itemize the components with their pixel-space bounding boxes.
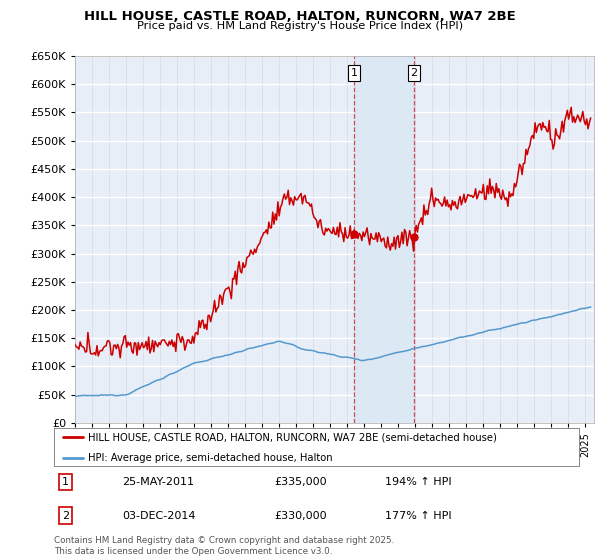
Text: 1: 1 (62, 477, 69, 487)
Text: 03-DEC-2014: 03-DEC-2014 (122, 511, 196, 521)
Text: 2: 2 (410, 68, 418, 78)
Text: 194% ↑ HPI: 194% ↑ HPI (385, 477, 451, 487)
Text: Price paid vs. HM Land Registry's House Price Index (HPI): Price paid vs. HM Land Registry's House … (137, 21, 463, 31)
Text: £330,000: £330,000 (275, 511, 327, 521)
Text: HILL HOUSE, CASTLE ROAD, HALTON, RUNCORN, WA7 2BE: HILL HOUSE, CASTLE ROAD, HALTON, RUNCORN… (84, 10, 516, 23)
Text: HILL HOUSE, CASTLE ROAD, HALTON, RUNCORN, WA7 2BE (semi-detached house): HILL HOUSE, CASTLE ROAD, HALTON, RUNCORN… (88, 432, 497, 442)
Text: 25-MAY-2011: 25-MAY-2011 (122, 477, 194, 487)
Text: 1: 1 (350, 68, 358, 78)
Text: Contains HM Land Registry data © Crown copyright and database right 2025.
This d: Contains HM Land Registry data © Crown c… (54, 536, 394, 556)
Text: 2: 2 (62, 511, 69, 521)
Text: HPI: Average price, semi-detached house, Halton: HPI: Average price, semi-detached house,… (88, 453, 333, 463)
Bar (354, 56, 414, 423)
Text: 177% ↑ HPI: 177% ↑ HPI (385, 511, 451, 521)
Text: £335,000: £335,000 (275, 477, 327, 487)
